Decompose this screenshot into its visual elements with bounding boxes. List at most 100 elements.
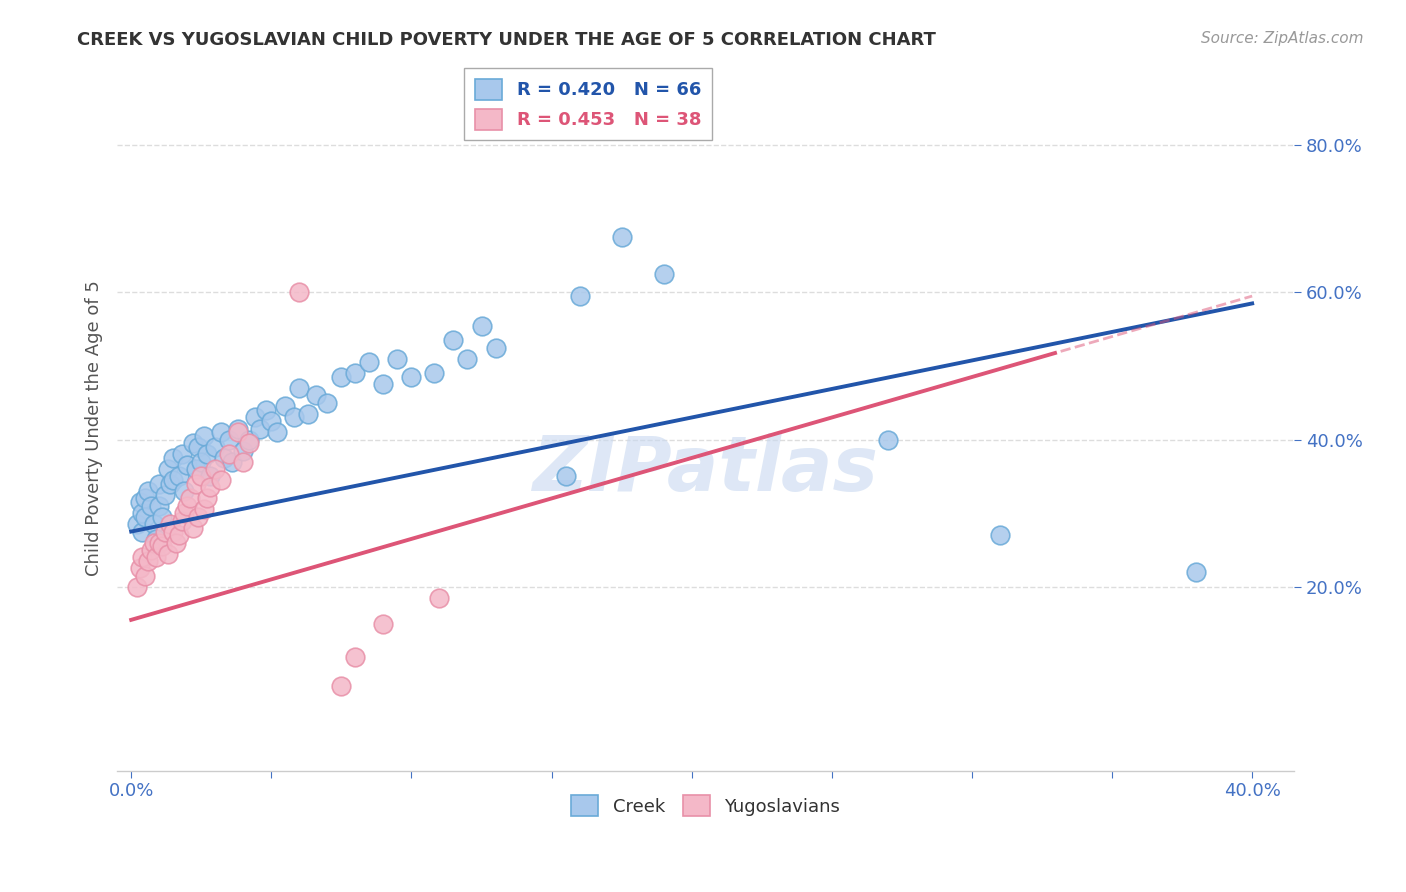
Point xyxy=(226,425,249,440)
Point xyxy=(176,499,198,513)
Point xyxy=(153,488,176,502)
Point xyxy=(139,543,162,558)
Point xyxy=(330,370,353,384)
Point xyxy=(162,524,184,539)
Point xyxy=(150,509,173,524)
Point xyxy=(156,462,179,476)
Point xyxy=(159,476,181,491)
Point xyxy=(288,285,311,300)
Point xyxy=(316,396,339,410)
Point xyxy=(153,524,176,539)
Point xyxy=(221,455,243,469)
Point xyxy=(238,433,260,447)
Y-axis label: Child Poverty Under the Age of 5: Child Poverty Under the Age of 5 xyxy=(86,281,103,576)
Point xyxy=(193,502,215,516)
Point xyxy=(187,509,209,524)
Point xyxy=(209,473,232,487)
Point xyxy=(125,517,148,532)
Point xyxy=(131,524,153,539)
Point xyxy=(218,433,240,447)
Point xyxy=(243,410,266,425)
Point xyxy=(204,462,226,476)
Point xyxy=(330,679,353,693)
Point xyxy=(148,535,170,549)
Point xyxy=(254,403,277,417)
Point xyxy=(226,421,249,435)
Point xyxy=(212,450,235,465)
Point xyxy=(150,539,173,553)
Point xyxy=(249,421,271,435)
Point xyxy=(359,355,381,369)
Point xyxy=(167,528,190,542)
Point xyxy=(167,469,190,483)
Point xyxy=(288,381,311,395)
Point xyxy=(232,455,254,469)
Point xyxy=(156,547,179,561)
Point xyxy=(134,509,156,524)
Point xyxy=(456,351,478,366)
Point xyxy=(179,491,201,506)
Point xyxy=(128,495,150,509)
Point xyxy=(297,407,319,421)
Point xyxy=(209,425,232,440)
Point xyxy=(198,480,221,494)
Point xyxy=(190,455,212,469)
Point xyxy=(401,370,423,384)
Point xyxy=(162,450,184,465)
Point xyxy=(568,289,591,303)
Point xyxy=(198,469,221,483)
Point xyxy=(142,517,165,532)
Point xyxy=(162,473,184,487)
Point xyxy=(344,367,367,381)
Point xyxy=(184,476,207,491)
Point xyxy=(173,506,195,520)
Point xyxy=(142,535,165,549)
Point xyxy=(387,351,409,366)
Point xyxy=(373,377,395,392)
Point xyxy=(136,554,159,568)
Point xyxy=(274,400,297,414)
Point xyxy=(610,230,633,244)
Point xyxy=(170,447,193,461)
Point xyxy=(139,499,162,513)
Text: CREEK VS YUGOSLAVIAN CHILD POVERTY UNDER THE AGE OF 5 CORRELATION CHART: CREEK VS YUGOSLAVIAN CHILD POVERTY UNDER… xyxy=(77,31,936,49)
Point xyxy=(187,440,209,454)
Point xyxy=(131,506,153,520)
Point xyxy=(128,561,150,575)
Text: ZIPatlas: ZIPatlas xyxy=(533,433,879,507)
Point xyxy=(554,469,576,483)
Point xyxy=(195,491,218,506)
Point xyxy=(218,447,240,461)
Point xyxy=(148,499,170,513)
Point xyxy=(176,458,198,473)
Point xyxy=(238,436,260,450)
Point xyxy=(125,580,148,594)
Point xyxy=(131,550,153,565)
Point xyxy=(181,436,204,450)
Point xyxy=(988,528,1011,542)
Point xyxy=(145,532,167,546)
Point xyxy=(484,341,506,355)
Point xyxy=(190,469,212,483)
Point xyxy=(344,649,367,664)
Point xyxy=(145,550,167,565)
Point xyxy=(165,535,187,549)
Point xyxy=(429,591,451,605)
Point xyxy=(1185,565,1208,579)
Point xyxy=(423,367,446,381)
Point xyxy=(204,440,226,454)
Point xyxy=(173,484,195,499)
Point xyxy=(266,425,288,440)
Point xyxy=(184,462,207,476)
Point xyxy=(305,388,328,402)
Point xyxy=(136,484,159,499)
Point xyxy=(134,491,156,506)
Point xyxy=(876,433,898,447)
Point xyxy=(260,414,283,428)
Point xyxy=(181,521,204,535)
Point xyxy=(148,476,170,491)
Point xyxy=(443,333,465,347)
Point xyxy=(134,568,156,582)
Point xyxy=(652,267,675,281)
Point xyxy=(283,410,305,425)
